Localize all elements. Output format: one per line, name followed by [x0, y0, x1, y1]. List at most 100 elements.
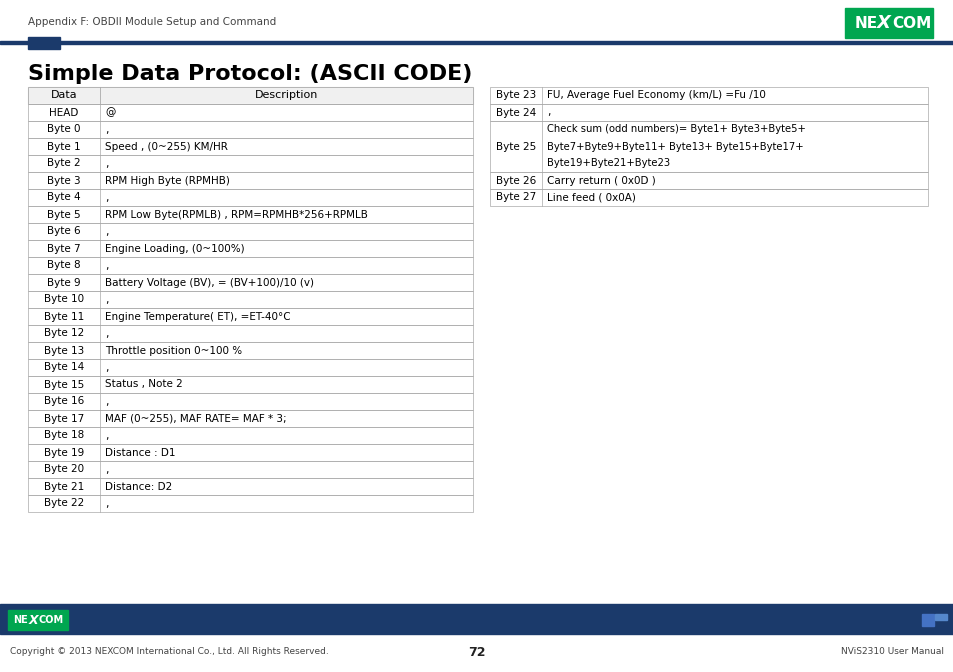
Text: Byte 7: Byte 7 [47, 243, 81, 253]
Text: Byte 14: Byte 14 [44, 362, 84, 372]
Bar [490, 87, 927, 104]
Bar [28, 138, 473, 155]
Bar [490, 121, 927, 172]
Text: Byte 15: Byte 15 [44, 380, 84, 390]
Bar [28, 359, 473, 376]
Bar [28, 257, 473, 274]
Text: Engine Loading, (0~100%): Engine Loading, (0~100%) [105, 243, 244, 253]
Text: Data: Data [51, 91, 77, 101]
Bar [28, 376, 473, 393]
Text: Distance : D1: Distance : D1 [105, 448, 175, 458]
Bar [28, 240, 473, 257]
Bar [28, 87, 473, 104]
Text: NViS2310 User Manual: NViS2310 User Manual [841, 648, 943, 657]
Text: ,: , [105, 431, 109, 441]
Bar [490, 104, 927, 121]
Text: ,: , [105, 192, 109, 202]
Bar [28, 495, 473, 512]
Text: Speed , (0~255) KM/HR: Speed , (0~255) KM/HR [105, 142, 228, 151]
Text: Byte 23: Byte 23 [496, 91, 536, 101]
Text: NE: NE [13, 615, 28, 625]
Bar [28, 444, 473, 461]
Text: Byte 16: Byte 16 [44, 396, 84, 407]
Bar [28, 172, 473, 189]
Text: Byte 5: Byte 5 [47, 210, 81, 220]
Text: ,: , [105, 362, 109, 372]
Bar [28, 325, 473, 342]
Bar [28, 427, 473, 444]
Text: COM: COM [39, 615, 64, 625]
Bar [921, 614, 933, 626]
Text: Appendix F: OBDII Module Setup and Command: Appendix F: OBDII Module Setup and Comma… [28, 17, 276, 27]
Text: Byte 24: Byte 24 [496, 108, 536, 118]
Text: Simple Data Protocol: (ASCII CODE): Simple Data Protocol: (ASCII CODE) [28, 64, 472, 84]
Text: Check sum (odd numbers)= Byte1+ Byte3+Byte5+: Check sum (odd numbers)= Byte1+ Byte3+By… [546, 124, 805, 134]
Text: Byte19+Byte21+Byte23: Byte19+Byte21+Byte23 [546, 159, 669, 169]
Bar [0, 604, 953, 634]
Text: ,: , [105, 124, 109, 134]
Text: @: @ [105, 108, 115, 118]
Bar [0, 41, 953, 44]
Text: 72: 72 [468, 646, 485, 659]
Bar [28, 189, 473, 206]
Text: FU, Average Fuel Economy (km/L) =Fu /10: FU, Average Fuel Economy (km/L) =Fu /10 [546, 91, 765, 101]
Bar [28, 410, 473, 427]
Bar [28, 393, 473, 410]
Bar [28, 410, 473, 427]
Bar [490, 189, 927, 206]
Text: Byte 9: Byte 9 [47, 278, 81, 288]
Text: NE: NE [854, 15, 877, 30]
Bar [28, 206, 473, 223]
Text: Line feed ( 0x0A): Line feed ( 0x0A) [546, 192, 636, 202]
Bar [28, 393, 473, 410]
Bar [28, 104, 473, 121]
Text: COM: COM [891, 15, 930, 30]
Text: ,: , [105, 396, 109, 407]
Bar [28, 461, 473, 478]
Bar [28, 223, 473, 240]
Bar [28, 495, 473, 512]
Text: Byte 11: Byte 11 [44, 312, 84, 321]
Text: RPM Low Byte(RPMLB) , RPM=RPMHB*256+RPMLB: RPM Low Byte(RPMLB) , RPM=RPMHB*256+RPML… [105, 210, 368, 220]
Text: Byte 10: Byte 10 [44, 294, 84, 304]
Bar [490, 121, 927, 172]
Text: ,: , [105, 329, 109, 339]
Text: Byte7+Byte9+Byte11+ Byte13+ Byte15+Byte17+: Byte7+Byte9+Byte11+ Byte13+ Byte15+Byte1… [546, 142, 802, 151]
Text: Byte 12: Byte 12 [44, 329, 84, 339]
Text: ,: , [105, 464, 109, 474]
Bar [0, 0, 953, 40]
Text: Engine Temperature( ET), =ET-40°C: Engine Temperature( ET), =ET-40°C [105, 312, 291, 321]
Text: ,: , [105, 294, 109, 304]
Text: Byte 3: Byte 3 [47, 175, 81, 185]
Bar [490, 189, 927, 206]
Text: X: X [876, 14, 890, 32]
Bar [28, 325, 473, 342]
Text: Status , Note 2: Status , Note 2 [105, 380, 183, 390]
Text: HEAD: HEAD [50, 108, 78, 118]
Bar [490, 172, 927, 189]
Bar [28, 189, 473, 206]
Text: Byte 6: Byte 6 [47, 226, 81, 237]
Bar [490, 87, 927, 104]
Text: Distance: D2: Distance: D2 [105, 482, 172, 491]
Text: Byte 2: Byte 2 [47, 159, 81, 169]
Bar [28, 308, 473, 325]
Text: ,: , [105, 499, 109, 509]
Bar [28, 308, 473, 325]
Bar [28, 87, 473, 104]
Bar [28, 478, 473, 495]
Bar [490, 172, 927, 189]
Text: X: X [29, 614, 38, 626]
Bar [28, 461, 473, 478]
Bar [28, 37, 60, 49]
Text: ,: , [105, 226, 109, 237]
Bar [28, 104, 473, 121]
Bar [28, 342, 473, 359]
Text: Byte 4: Byte 4 [47, 192, 81, 202]
Bar [28, 121, 473, 138]
Text: Byte 20: Byte 20 [44, 464, 84, 474]
Bar [28, 376, 473, 393]
Text: MAF (0~255), MAF RATE= MAF * 3;: MAF (0~255), MAF RATE= MAF * 3; [105, 413, 286, 423]
Bar [28, 291, 473, 308]
Text: Carry return ( 0x0D ): Carry return ( 0x0D ) [546, 175, 655, 185]
